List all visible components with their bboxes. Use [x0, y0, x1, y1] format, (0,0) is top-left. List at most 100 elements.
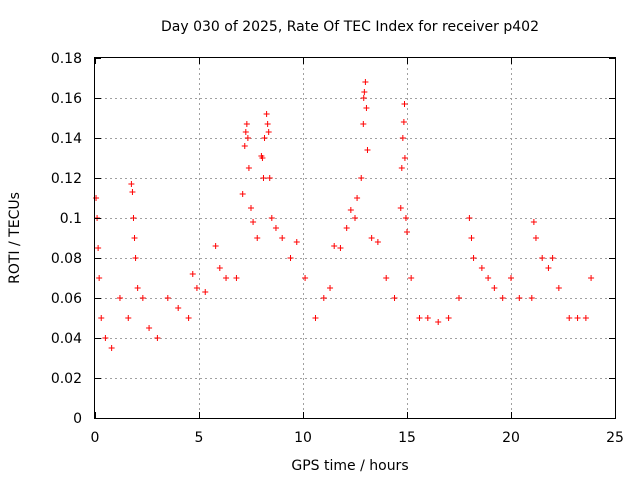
data-point	[154, 335, 161, 341]
data-point	[354, 195, 361, 201]
data-point	[302, 275, 309, 281]
data-point	[202, 289, 209, 295]
data-point	[259, 155, 266, 161]
data-point	[261, 135, 268, 141]
data-point	[129, 189, 136, 195]
data-point	[516, 295, 523, 301]
x-tick-label: 10	[294, 430, 312, 446]
data-point	[485, 275, 492, 281]
data-point	[116, 295, 123, 301]
y-tick-label: 0.16	[51, 91, 82, 107]
data-point	[545, 265, 552, 271]
x-tick-label: 25	[606, 430, 624, 446]
data-point	[139, 295, 146, 301]
data-point	[360, 95, 367, 101]
data-point	[265, 129, 272, 135]
x-tick-label: 20	[502, 430, 520, 446]
data-point	[331, 243, 338, 249]
data-point	[358, 175, 365, 181]
data-point	[466, 215, 473, 221]
data-point	[337, 245, 344, 251]
data-point	[508, 275, 514, 281]
data-point	[108, 345, 115, 351]
data-point	[582, 315, 589, 321]
data-point	[391, 295, 398, 301]
data-point	[470, 255, 477, 261]
data-point	[212, 243, 219, 249]
data-point	[241, 143, 248, 149]
data-point	[478, 265, 485, 271]
data-point	[243, 121, 250, 127]
data-point	[102, 335, 109, 341]
axis-ticks	[95, 58, 616, 419]
data-point	[352, 215, 358, 221]
y-tick-label: 0.06	[51, 291, 82, 307]
data-point	[134, 285, 141, 291]
data-point	[398, 165, 405, 171]
y-axis-label: ROTI / TECUs	[7, 192, 23, 284]
data-point	[468, 235, 475, 241]
chart-title: Day 030 of 2025, Rate Of TEC Index for r…	[161, 19, 539, 35]
x-tick-label: 15	[398, 430, 416, 446]
grid-lines	[95, 58, 615, 418]
data-point	[347, 207, 354, 213]
data-point	[96, 275, 103, 281]
data-point	[244, 135, 251, 141]
data-point	[491, 285, 498, 291]
data-point	[363, 105, 370, 111]
data-point	[233, 275, 240, 281]
data-point	[293, 239, 300, 245]
data-point	[268, 215, 275, 221]
data-point	[362, 79, 369, 85]
data-point	[327, 285, 334, 291]
data-point	[266, 175, 273, 181]
y-tick-label: 0.14	[51, 131, 82, 147]
data-point	[239, 191, 246, 197]
data-point	[128, 181, 135, 187]
data-point	[132, 255, 139, 261]
data-point	[93, 195, 100, 201]
data-point	[164, 295, 171, 301]
data-point	[408, 275, 415, 281]
data-point	[279, 235, 286, 241]
x-tick-label: 5	[195, 430, 204, 446]
data-point	[320, 295, 327, 301]
y-tick-label: 0.1	[60, 211, 82, 227]
y-tick-label: 0.12	[51, 171, 82, 187]
data-point	[260, 175, 267, 181]
data-point	[287, 255, 294, 261]
y-tick-label: 0	[73, 411, 82, 427]
data-point	[404, 229, 410, 235]
data-point	[416, 315, 423, 321]
data-point	[185, 315, 192, 321]
plot-frame	[94, 57, 616, 419]
data-point	[263, 111, 270, 117]
x-tick-labels: 0 5 10 15 20 25	[91, 430, 624, 446]
data-point	[189, 271, 196, 277]
data-point	[445, 315, 452, 321]
data-point	[272, 225, 279, 231]
data-point	[245, 165, 252, 171]
data-point	[383, 275, 390, 281]
data-point	[368, 235, 375, 241]
data-point	[456, 295, 462, 301]
y-tick-labels: 0 0.02 0.04 0.06 0.08 0.1 0.12 0.14 0.16 0.18	[51, 51, 82, 427]
data-point	[125, 315, 132, 321]
data-point	[95, 245, 102, 251]
data-point	[193, 285, 200, 291]
data-point	[250, 219, 257, 225]
data-point	[566, 315, 573, 321]
data-point	[131, 235, 138, 241]
data-point	[216, 265, 223, 271]
y-tick-label: 0.02	[51, 371, 82, 387]
data-point	[264, 121, 271, 127]
x-axis-label: GPS time / hours	[291, 458, 408, 474]
y-tick-label: 0.08	[51, 251, 82, 267]
data-point	[242, 129, 249, 135]
data-point	[130, 215, 137, 221]
data-point	[401, 101, 408, 107]
x-tick-label: 0	[91, 430, 100, 446]
data-points	[93, 79, 595, 351]
data-point	[555, 285, 562, 291]
